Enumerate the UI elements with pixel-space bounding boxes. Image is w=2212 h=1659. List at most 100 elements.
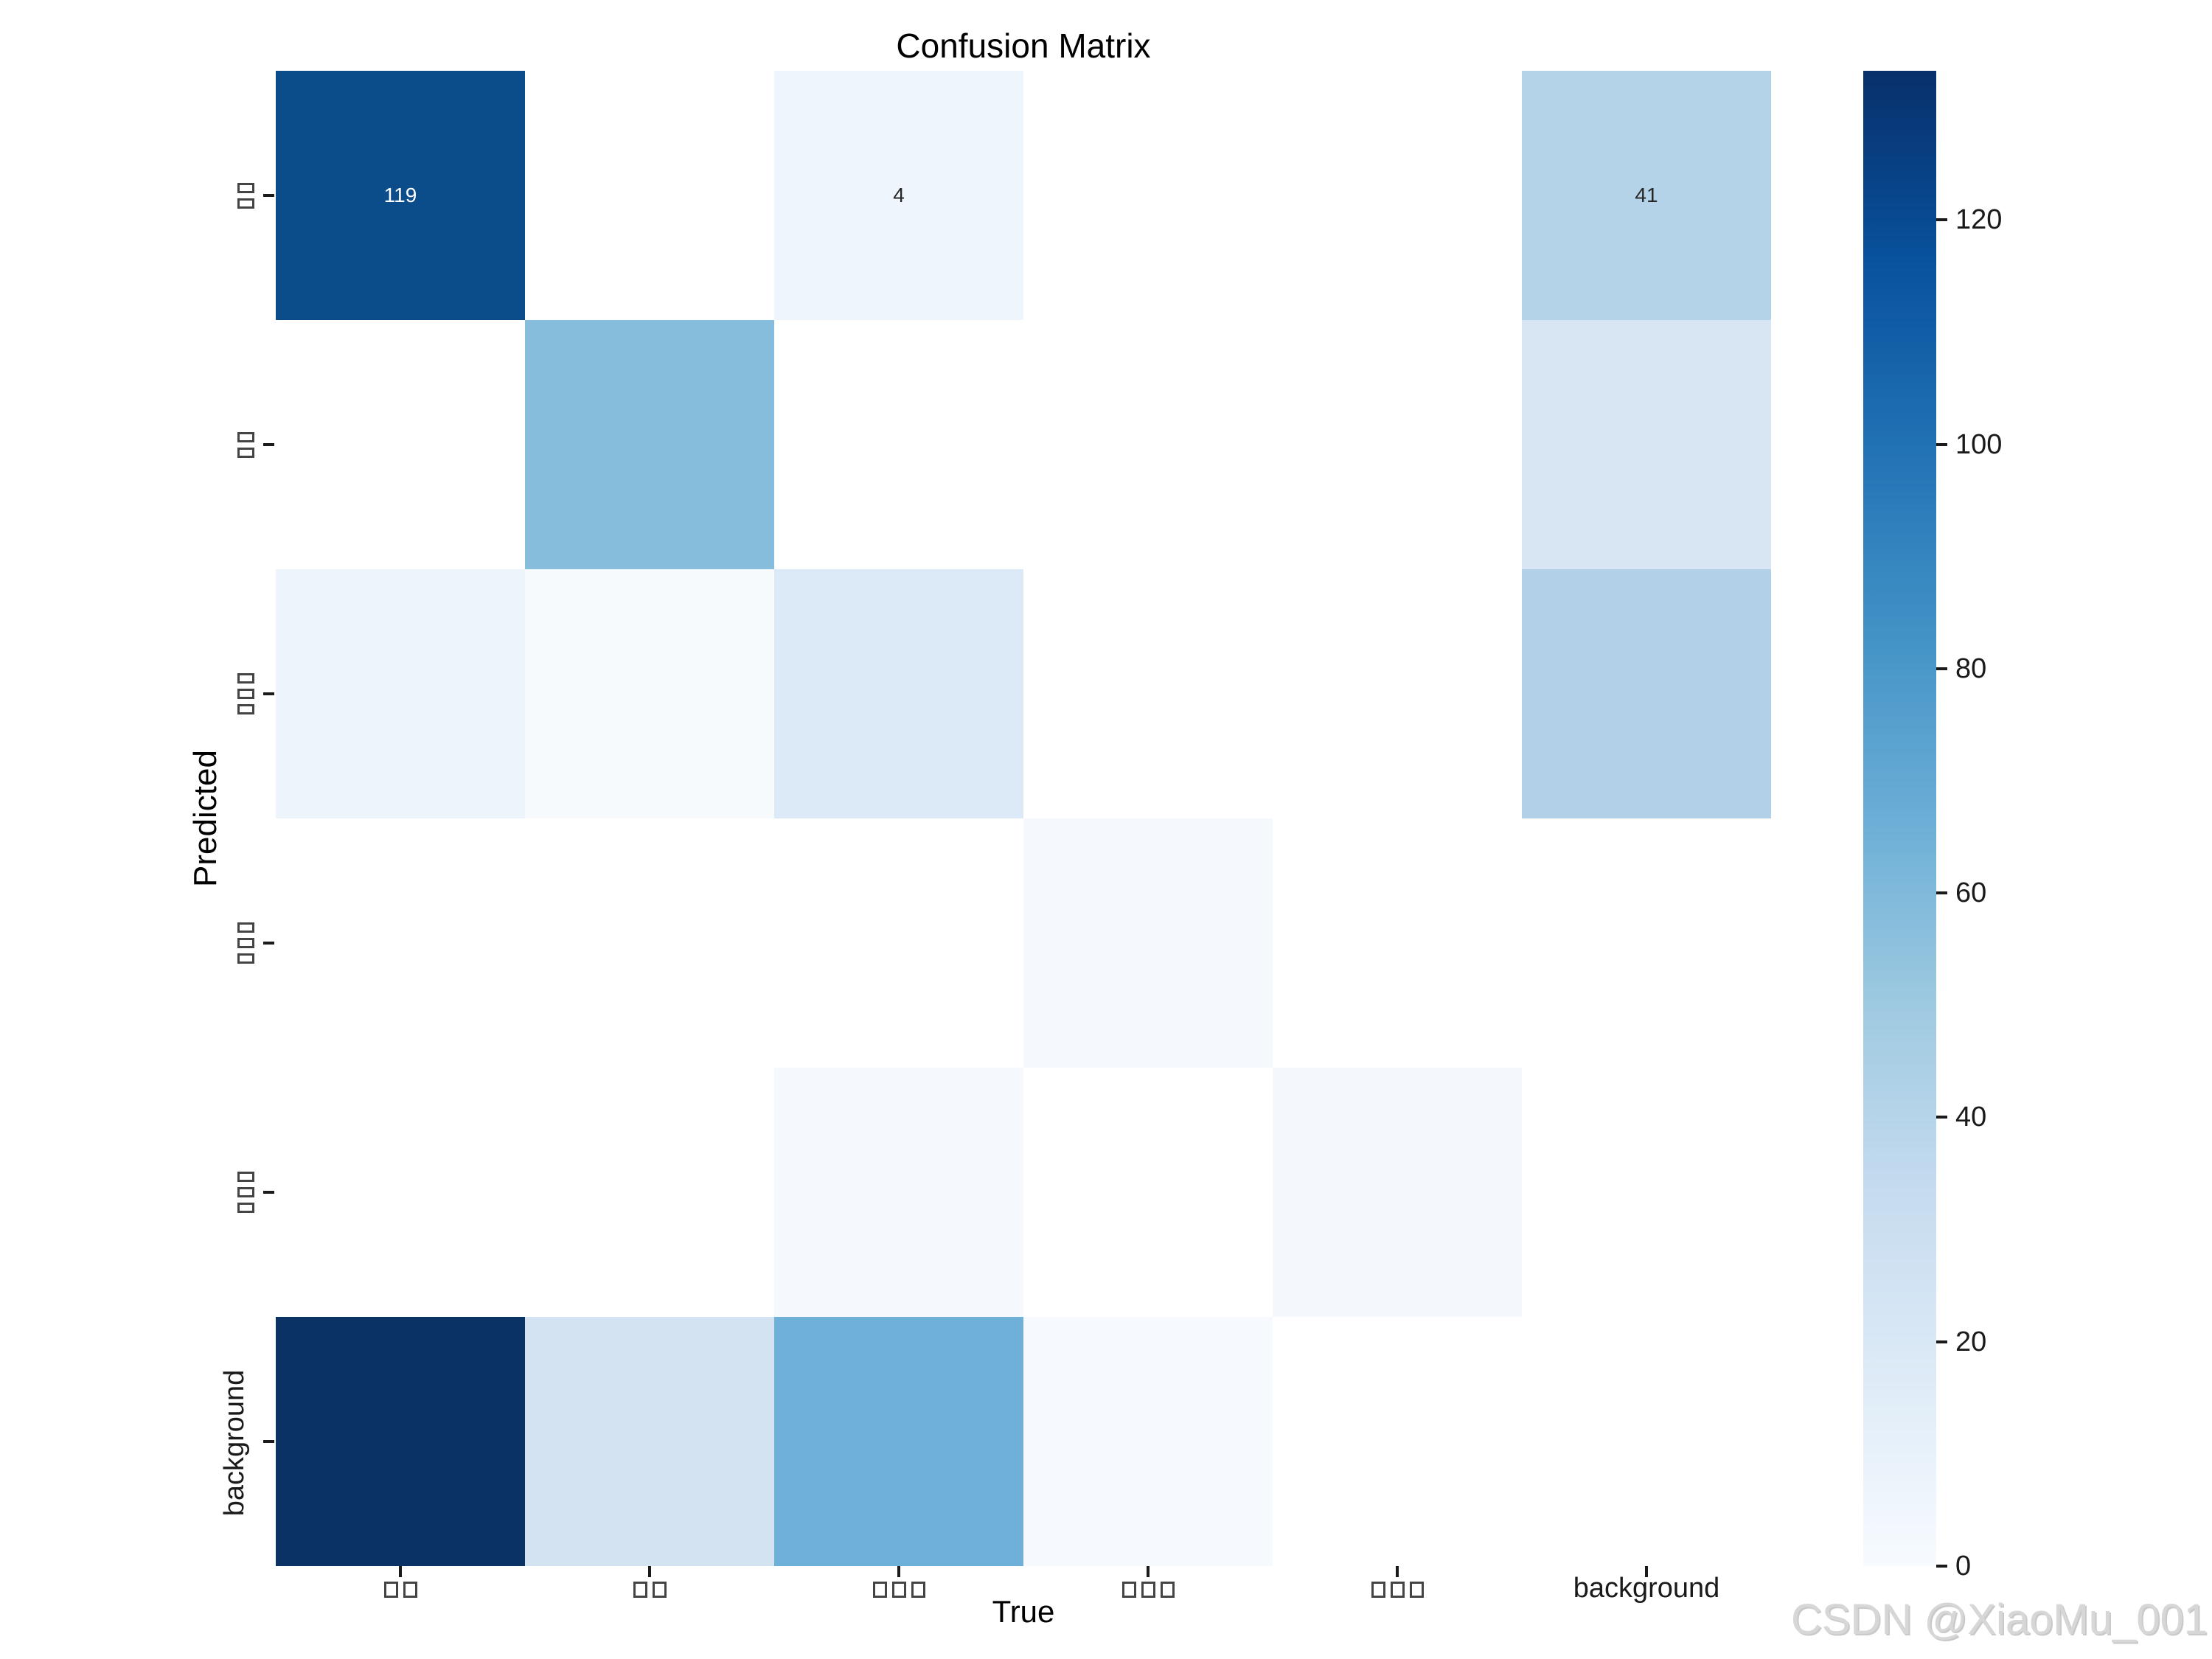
missing-glyph-box <box>403 1582 417 1598</box>
colorbar-tick-label: 120 <box>1955 204 2003 236</box>
missing-glyph-box <box>1121 1582 1136 1598</box>
x-tick-mark <box>399 1566 402 1577</box>
missing-glyph-box <box>652 1582 667 1598</box>
matrix-cell <box>774 1317 1023 1566</box>
x-axis-label: True <box>992 1594 1055 1629</box>
y-tick-mark <box>263 942 274 945</box>
y-tick-label <box>219 1159 254 1225</box>
colorbar-tick-label: 40 <box>1955 1102 1987 1133</box>
colorbar-tick-label: 20 <box>1955 1326 1987 1357</box>
missing-glyph-box <box>237 938 254 948</box>
missing-glyph-box <box>1371 1582 1385 1598</box>
x-tick-label <box>1089 1580 1207 1599</box>
matrix-cell <box>774 818 1023 1068</box>
matrix-cell <box>1522 1317 1771 1566</box>
missing-glyph-box <box>891 1582 906 1598</box>
missing-glyph-box <box>237 198 254 209</box>
matrix-cell: 119 <box>276 71 525 320</box>
missing-glyph-box <box>237 689 254 699</box>
colorbar-tick-mark <box>1936 1565 1947 1568</box>
matrix-cell <box>525 569 774 818</box>
missing-glyph-box <box>1160 1582 1175 1598</box>
matrix-cell <box>1522 320 1771 569</box>
y-tick-label <box>219 910 254 976</box>
colorbar-tick-label: 60 <box>1955 877 1987 909</box>
x-tick-mark <box>1645 1566 1648 1577</box>
matrix-cell <box>276 1317 525 1566</box>
y-tick-mark <box>263 692 274 695</box>
matrix-cell <box>1023 1068 1273 1317</box>
matrix-cell <box>1023 569 1273 818</box>
matrix-cell <box>1023 320 1273 569</box>
missing-glyph-box <box>237 182 254 193</box>
colorbar-tick-mark <box>1936 667 1947 670</box>
matrix-cell: 4 <box>774 71 1023 320</box>
y-tick-label <box>219 661 254 727</box>
matrix-cell <box>774 1068 1023 1317</box>
colorbar-tick-mark <box>1936 891 1947 895</box>
y-tick-mark <box>263 194 274 197</box>
matrix-cell <box>1273 569 1522 818</box>
matrix-cell: 41 <box>1522 71 1771 320</box>
matrix-cell <box>1522 569 1771 818</box>
missing-glyph-box <box>237 922 254 933</box>
matrix-cell <box>1522 1068 1771 1317</box>
matrix-cell <box>1023 71 1273 320</box>
x-tick-mark <box>1396 1566 1399 1577</box>
matrix-cell <box>1273 320 1522 569</box>
x-tick-label <box>591 1580 709 1599</box>
cell-value: 4 <box>893 184 905 206</box>
matrix-cell <box>774 569 1023 818</box>
matrix-cell <box>1273 71 1522 320</box>
matrix-cell <box>525 320 774 569</box>
matrix-cell <box>1023 1317 1273 1566</box>
missing-glyph-box <box>1409 1582 1424 1598</box>
colorbar-tick-mark <box>1936 1340 1947 1343</box>
missing-glyph-box <box>237 1172 254 1182</box>
matrix-cell <box>276 569 525 818</box>
colorbar-tick-label: 80 <box>1955 653 1987 684</box>
missing-glyph-box <box>633 1582 647 1598</box>
chart-title: Confusion Matrix <box>896 27 1151 65</box>
missing-glyph-box <box>237 704 254 714</box>
cell-value: 41 <box>1635 184 1658 206</box>
matrix-cell <box>774 320 1023 569</box>
matrix-cell <box>525 1068 774 1317</box>
missing-glyph-box <box>237 1203 254 1213</box>
matrix-cell <box>1023 818 1273 1068</box>
x-tick-mark <box>897 1566 900 1577</box>
missing-glyph-box <box>1141 1582 1155 1598</box>
matrix-cell <box>276 818 525 1068</box>
y-tick-label <box>219 162 254 229</box>
watermark-text: CSDN @XiaoMu_001 <box>1790 1596 2208 1644</box>
missing-glyph-box <box>1390 1582 1405 1598</box>
matrix-cell <box>525 1317 774 1566</box>
y-tick-mark <box>263 1440 274 1443</box>
y-tick-mark <box>263 1191 274 1194</box>
missing-glyph-box <box>383 1582 398 1598</box>
matrix-cell <box>276 1068 525 1317</box>
missing-glyph-box <box>237 431 254 442</box>
matrix-cell <box>276 320 525 569</box>
y-tick-label-background: background <box>219 1369 250 1517</box>
missing-glyph-box <box>237 673 254 684</box>
colorbar-tick-label: 0 <box>1955 1551 1972 1582</box>
y-tick-label <box>219 411 254 478</box>
cell-value: 119 <box>383 184 417 206</box>
missing-glyph-box <box>237 447 254 458</box>
y-axis-label: Predicted <box>187 750 223 887</box>
matrix-cell <box>525 71 774 320</box>
x-tick-mark <box>648 1566 651 1577</box>
x-tick-label: background <box>1573 1573 1720 1604</box>
missing-glyph-box <box>911 1582 925 1598</box>
matrix-cell <box>1273 1068 1522 1317</box>
colorbar-tick-label: 100 <box>1955 428 2003 460</box>
matrix-cell <box>1273 1317 1522 1566</box>
x-tick-label <box>341 1580 459 1599</box>
colorbar-tick-mark <box>1936 218 1947 222</box>
missing-glyph-box <box>237 953 254 964</box>
colorbar-tick-mark <box>1936 1116 1947 1119</box>
heatmap-grid: 119 4 41 <box>276 71 1771 1566</box>
missing-glyph-box <box>237 1187 254 1197</box>
